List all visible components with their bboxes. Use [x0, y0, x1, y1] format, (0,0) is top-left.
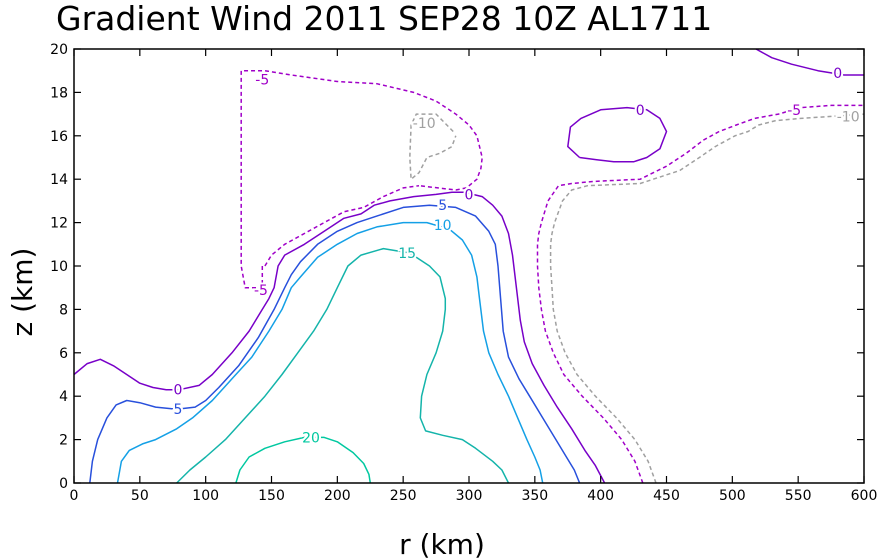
contour-label-0: 0	[833, 66, 842, 82]
contour-label-15: 15	[398, 246, 416, 262]
y-tick-label: 12	[50, 216, 68, 232]
x-tick-label: 500	[719, 488, 746, 504]
y-tick-label: 0	[59, 476, 68, 492]
x-tick-label: 350	[521, 488, 548, 504]
x-tick-label: 400	[587, 488, 614, 504]
y-axis-label: z (km)	[6, 248, 39, 337]
contour-lines	[73, 48, 865, 484]
contour-label-0: 0	[465, 187, 474, 203]
y-tick-label: 20	[50, 42, 68, 58]
contour-label--5: -5	[255, 72, 269, 88]
axis-ticks: 0 50 100 150 200 250 300 350 400 450 500 550 6000246…	[50, 42, 877, 504]
contour-line-5-0	[89, 204, 581, 484]
x-tick-label: 100	[192, 488, 219, 504]
y-tick-label: 18	[50, 85, 68, 101]
contour-label-20: 20	[302, 430, 320, 446]
x-tick-label: 0	[70, 488, 79, 504]
contour-line-20-0	[235, 436, 372, 484]
x-tick-label: 250	[390, 488, 417, 504]
contour-label-0: 0	[636, 103, 645, 119]
y-tick-label: 14	[50, 172, 68, 188]
x-tick-label: 450	[653, 488, 680, 504]
x-tick-label: 200	[324, 488, 351, 504]
y-tick-label: 16	[50, 129, 68, 145]
contour-line--5-1	[240, 69, 483, 289]
contour-line-0-0	[73, 191, 606, 484]
contour-line-15-0	[176, 247, 510, 484]
y-tick-label: 2	[59, 433, 68, 449]
contour-line-10-0	[116, 221, 544, 484]
contour-label--5: -5	[254, 283, 268, 299]
contour-labels: -10 -10 -5 -5 -5 0 0 0 0 5 5 10 15 20	[172, 64, 862, 449]
x-tick-label: 550	[785, 488, 812, 504]
contour-line--10-0	[409, 113, 457, 180]
contour-line--10-1	[549, 113, 865, 484]
x-axis-label: r (km)	[399, 528, 485, 559]
contour-label--10: -10	[837, 109, 860, 125]
contour-label-5: 5	[438, 198, 447, 214]
contour-label--10: -10	[413, 116, 436, 132]
contour-line-0-2	[755, 48, 864, 76]
x-tick-label: 150	[258, 488, 285, 504]
y-tick-label: 8	[59, 302, 68, 318]
contour-label--5: -5	[787, 103, 801, 119]
x-tick-label: 300	[456, 488, 483, 504]
contour-line--5-0	[264, 184, 420, 267]
contour-label-0: 0	[174, 383, 183, 399]
y-tick-label: 6	[59, 346, 68, 362]
x-tick-label: 600	[851, 488, 878, 504]
contour-line--5-2	[536, 104, 864, 484]
x-tick-label: 50	[131, 488, 149, 504]
contour-line-0-1	[567, 106, 668, 163]
chart-title: Gradient Wind 2011 SEP28 10Z AL1711	[56, 0, 712, 38]
y-tick-label: 10	[50, 259, 68, 275]
y-tick-label: 4	[59, 389, 68, 405]
contour-label-5: 5	[174, 402, 183, 418]
contour-label-10: 10	[434, 218, 452, 234]
